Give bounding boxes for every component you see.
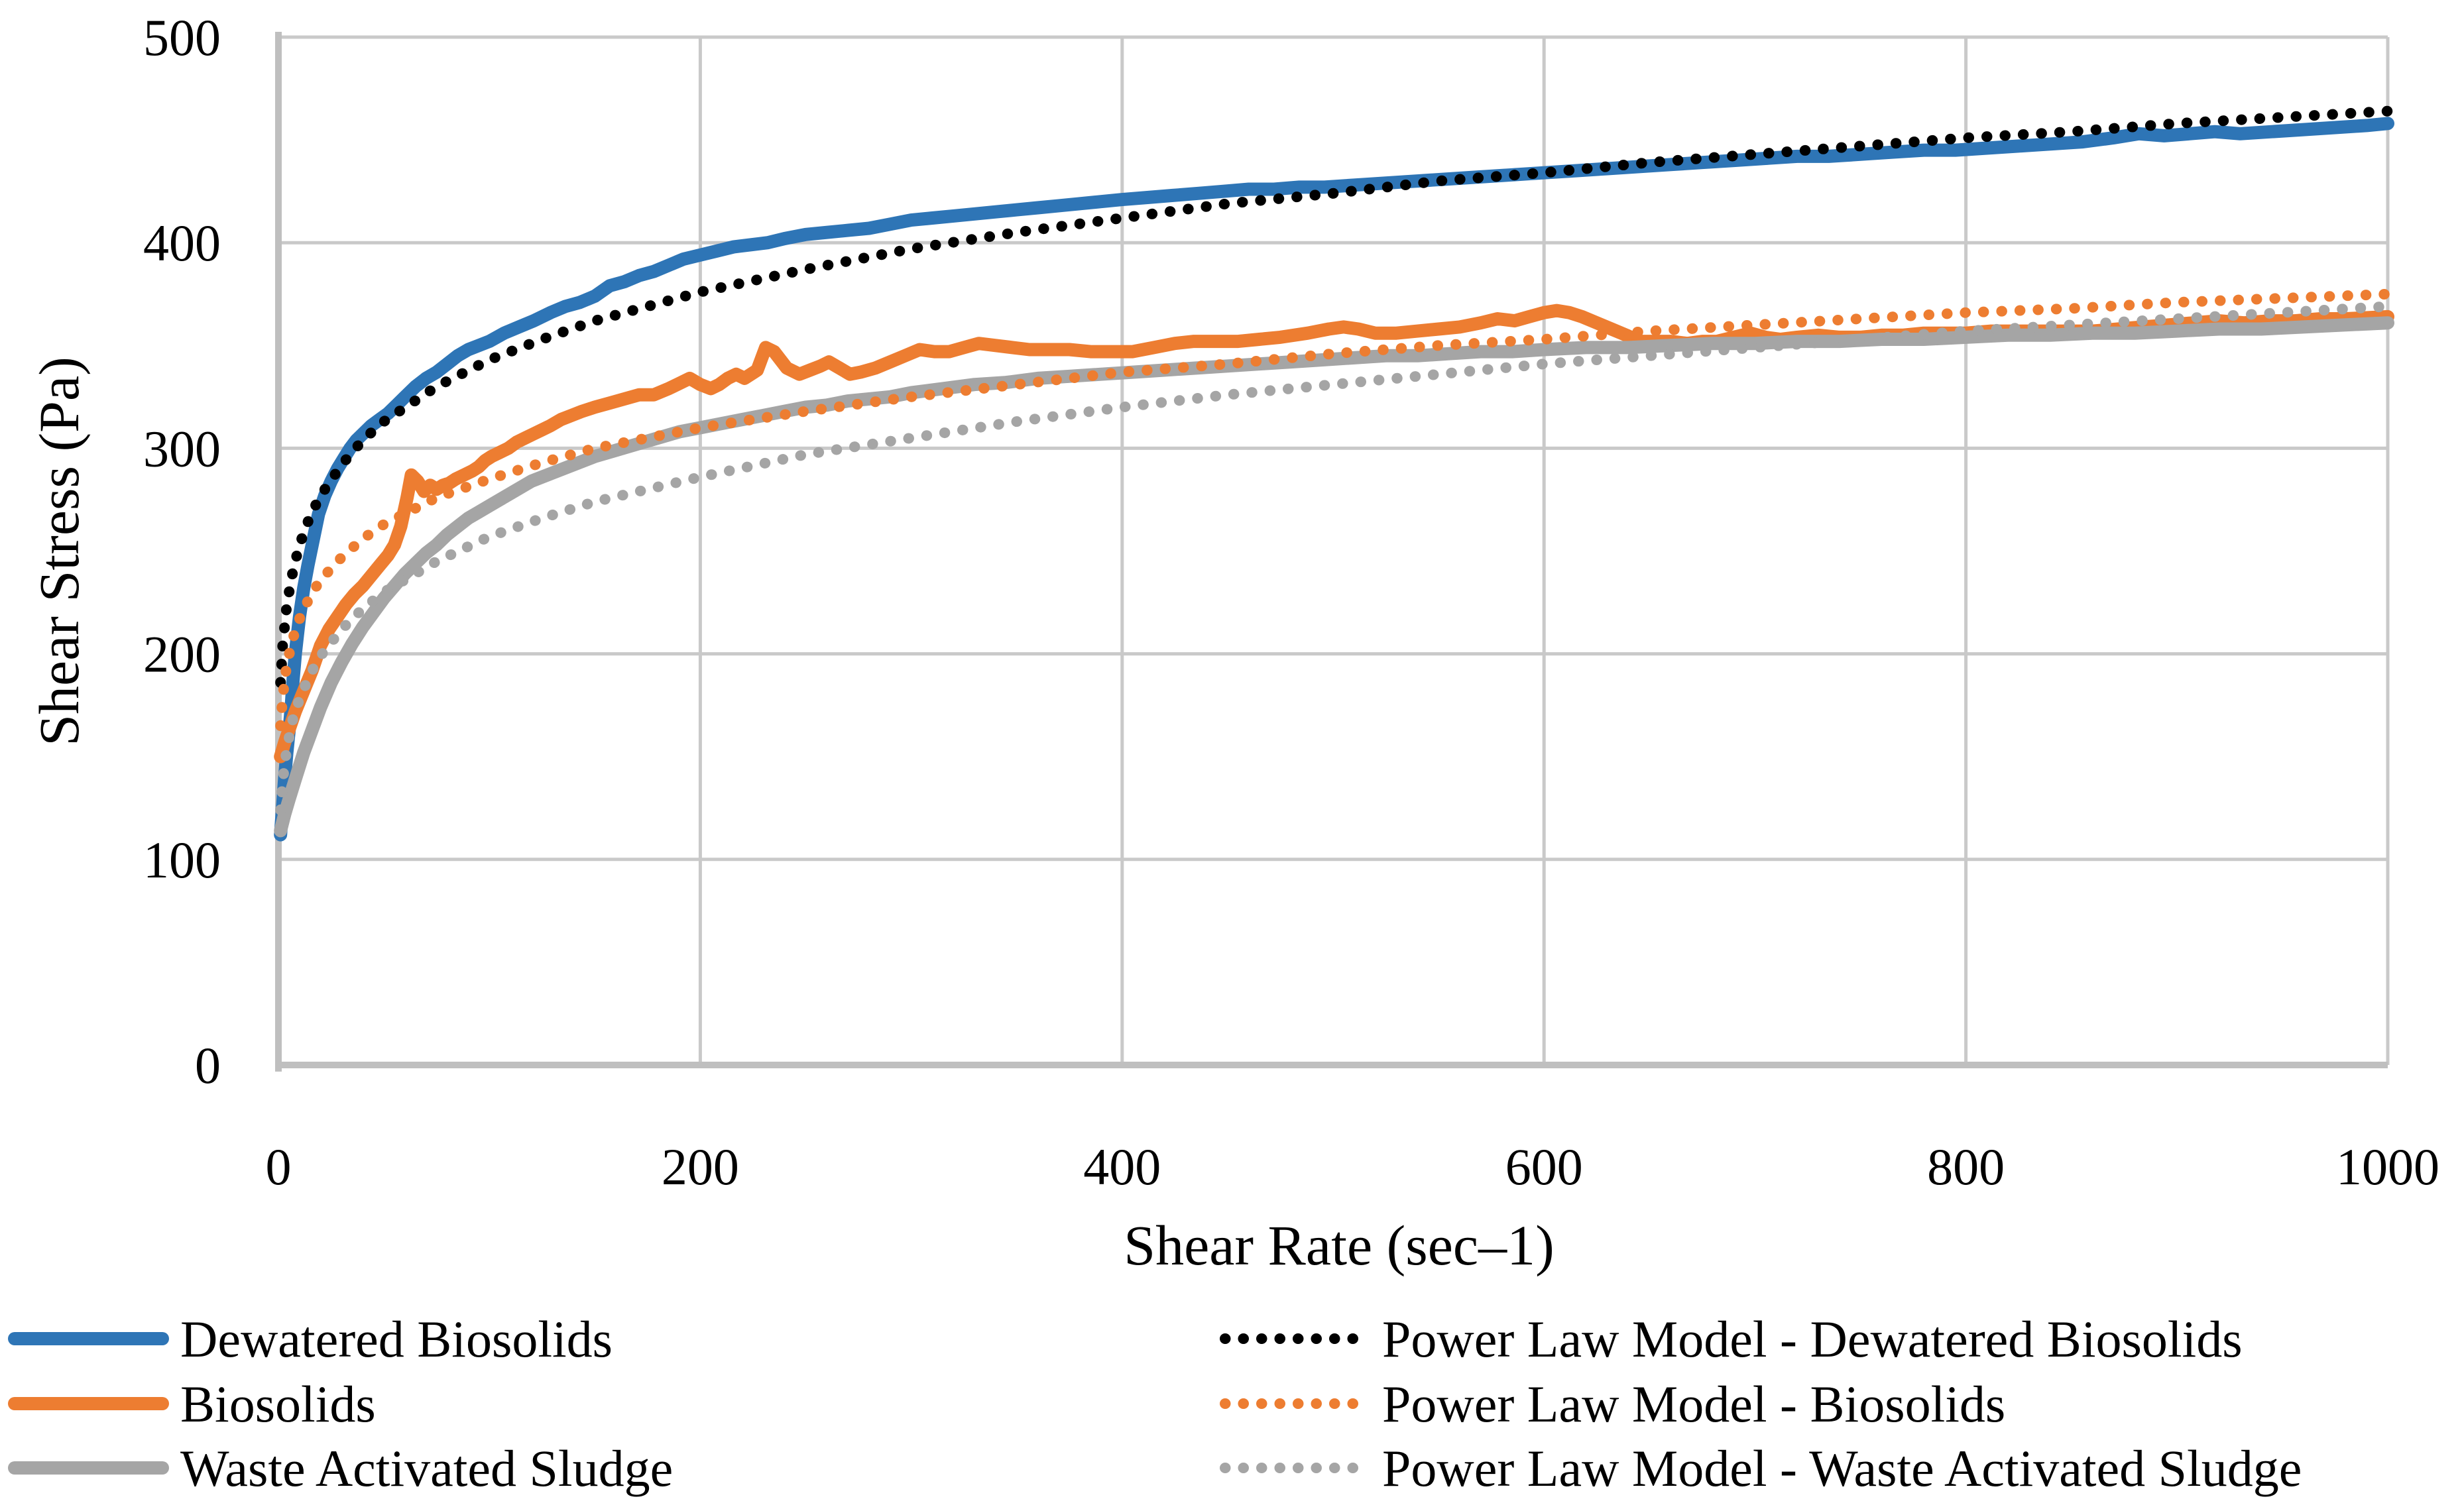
- series-line-2: [274, 316, 2394, 838]
- y-tick-label: 0: [195, 1036, 221, 1094]
- legend: Dewatered Biosolids Biosolids Waste Acti…: [8, 1310, 2302, 1497]
- axes: [275, 32, 2388, 1072]
- x-tick-label: 200: [662, 1138, 739, 1196]
- x-tick-label: 1000: [2336, 1138, 2439, 1196]
- series-line-4: [275, 288, 2393, 732]
- x-tick-label: 800: [1927, 1138, 2005, 1196]
- x-tick-label: 400: [1083, 1138, 1161, 1196]
- y-tick-label: 200: [143, 626, 221, 683]
- series-line-3: [275, 105, 2393, 688]
- y-tick-label: 500: [143, 9, 221, 66]
- tick-labels: 0 100 200 300 400 500 0 200 400 600 800 1000: [143, 9, 2439, 1196]
- legend-label-biosolids: Biosolids: [180, 1375, 376, 1433]
- legend-label-waste-activated-sludge: Waste Activated Sludge: [180, 1439, 673, 1497]
- y-tick-label: 400: [143, 214, 221, 272]
- y-axis-title: Shear Stress (Pa): [27, 357, 91, 746]
- x-tick-label: 0: [266, 1138, 292, 1196]
- x-axis-title: Shear Rate (sec–1): [1124, 1213, 1555, 1277]
- series-line-5: [275, 301, 2393, 816]
- x-tick-label: 600: [1505, 1138, 1583, 1196]
- series-line-1: [274, 304, 2394, 763]
- y-tick-label: 300: [143, 419, 221, 477]
- series-line-0: [274, 117, 2394, 842]
- data-series: [274, 105, 2394, 842]
- legend-label-power-law-biosolids: Power Law Model - Biosolids: [1382, 1375, 2005, 1433]
- legend-label-dewatered-biosolids: Dewatered Biosolids: [180, 1310, 613, 1368]
- legend-label-power-law-waste-activated-sludge: Power Law Model - Waste Activated Sludge: [1382, 1439, 2302, 1497]
- y-tick-label: 100: [143, 831, 221, 889]
- legend-label-power-law-dewatered-biosolids: Power Law Model - Dewatered Biosolids: [1382, 1310, 2243, 1368]
